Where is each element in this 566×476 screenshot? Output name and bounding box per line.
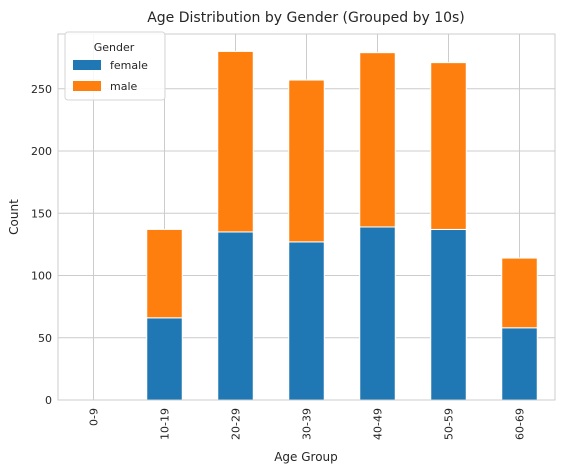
- chart-title: Age Distribution by Gender (Grouped by 1…: [147, 10, 465, 26]
- y-tick-label: 50: [38, 332, 52, 345]
- bar-male-40-49: [359, 52, 396, 228]
- y-axis-ticks: 0 50 100 150 200 250: [31, 83, 52, 407]
- bar-male-10-19: [146, 228, 183, 319]
- legend-swatch-female: [73, 60, 101, 70]
- x-axis-ticks: 0-9 10-19 20-29 30-39 40-49 50-59 60-69: [88, 408, 527, 440]
- x-tick-label: 40-49: [372, 408, 385, 440]
- bar-female-30-39: [288, 241, 325, 401]
- legend: Gender female male: [64, 31, 166, 101]
- bar-male-20-29: [217, 50, 254, 233]
- bar-female-10-19: [146, 317, 183, 401]
- bar-female-20-29: [217, 231, 254, 401]
- legend-label-male: male: [110, 80, 138, 93]
- x-tick-label: 20-29: [230, 408, 243, 440]
- y-tick-label: 250: [31, 83, 52, 96]
- bar-male-60-69: [501, 257, 538, 329]
- legend-title: Gender: [94, 41, 135, 54]
- x-tick-label: 0-9: [88, 408, 101, 426]
- legend-label-female: female: [110, 59, 148, 72]
- y-tick-label: 100: [31, 270, 52, 283]
- x-tick-label: 10-19: [159, 408, 172, 440]
- x-tick-label: 60-69: [514, 408, 527, 440]
- bar-female-50-59: [430, 228, 467, 401]
- bars: [146, 50, 538, 401]
- plot-frame: [57, 33, 556, 401]
- bar-female-60-69: [501, 327, 538, 401]
- bar-female-40-49: [359, 226, 396, 401]
- bar-male-30-39: [288, 79, 325, 243]
- bar-male-50-59: [430, 62, 467, 230]
- y-tick-label: 150: [31, 207, 52, 220]
- y-tick-label: 200: [31, 145, 52, 158]
- legend-swatch-male: [73, 81, 101, 91]
- x-axis-label: Age Group: [274, 450, 338, 464]
- x-tick-label: 30-39: [301, 408, 314, 440]
- y-axis-label: Count: [7, 199, 21, 235]
- y-tick-label: 0: [45, 394, 52, 407]
- x-tick-label: 50-59: [443, 408, 456, 440]
